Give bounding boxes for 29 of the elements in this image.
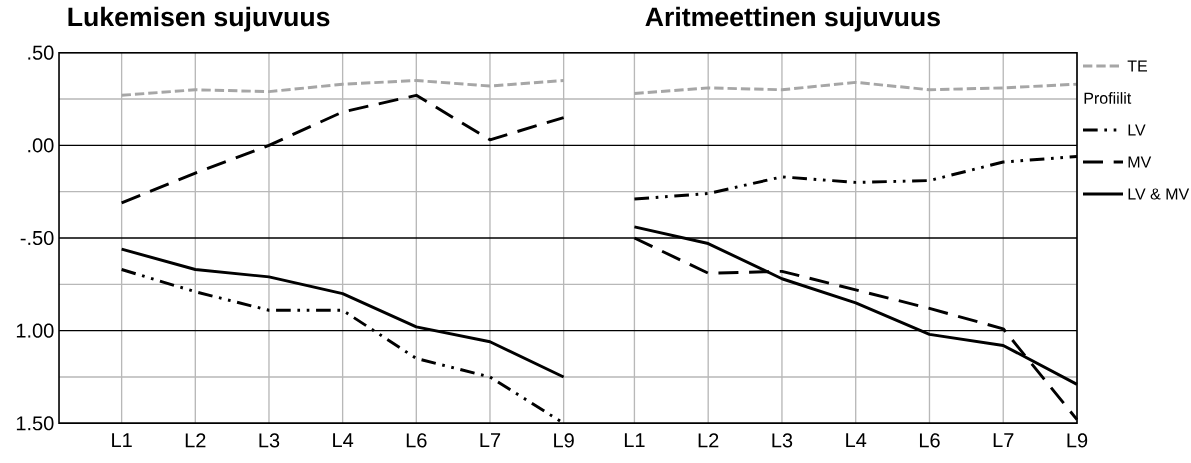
y-tick-label: .50	[28, 45, 54, 60]
x-tick-label: L2	[185, 433, 206, 448]
x-tick-label: L6	[919, 433, 940, 448]
x-tick-label: L7	[993, 433, 1014, 448]
legend-title: Profiilit	[1084, 92, 1132, 104]
line-series	[120, 247, 566, 379]
line-series	[120, 79, 566, 97]
chart-title: Aritmeettinen sujuvuus	[645, 6, 940, 32]
x-tick-label: L9	[1067, 433, 1088, 448]
line-series	[120, 93, 566, 205]
legend-label: LV	[1128, 124, 1146, 136]
y-tick-label: 1.50	[16, 416, 54, 431]
y-tick-label: -.50	[20, 230, 54, 246]
x-tick-label: L4	[846, 433, 867, 448]
chart-title: Lukemisen sujuvuus	[68, 6, 330, 32]
x-tick-label: L7	[480, 433, 501, 448]
legend-label: MV	[1128, 156, 1152, 168]
x-tick-label: L1	[112, 433, 132, 448]
x-tick-label: L1	[624, 433, 645, 448]
x-tick-label: L4	[333, 433, 354, 448]
y-tick-label: .00	[28, 138, 54, 153]
legend-label: LV & MV	[1128, 188, 1190, 200]
x-tick-label: L3	[772, 433, 793, 448]
x-tick-label: L3	[259, 433, 280, 448]
y-tick-label: 1.00	[16, 323, 54, 338]
x-tick-label: L9	[554, 433, 574, 448]
x-tick-label: L6	[406, 433, 427, 448]
legend-label: TE	[1127, 60, 1148, 72]
x-tick-label: L2	[698, 433, 719, 448]
